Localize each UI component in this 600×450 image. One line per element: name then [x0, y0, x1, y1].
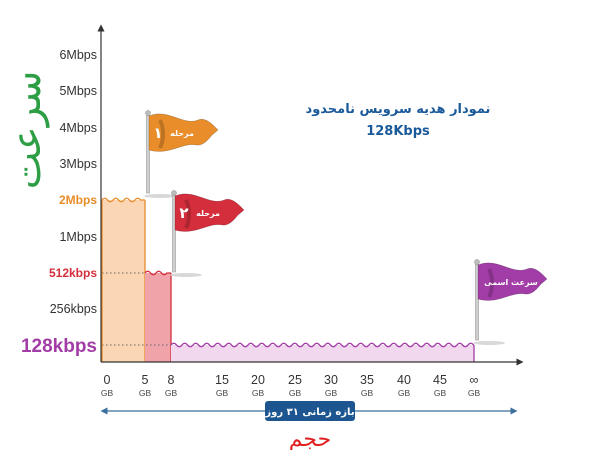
x-tick-label: 25: [288, 373, 302, 387]
x-tick-unit: GB: [398, 388, 411, 398]
x-tick-unit: GB: [101, 388, 114, 398]
y-axis-label: سرعت: [4, 71, 50, 190]
flag-label: مرحله: [170, 129, 194, 138]
x-tick-label: 35: [360, 373, 374, 387]
x-axis-label: حجم: [289, 427, 331, 450]
y-tick-label: 5Mbps: [59, 84, 97, 98]
x-tick-label: 45: [433, 373, 447, 387]
chart-title: نمودار هدیه سرویس نامحدود: [306, 102, 491, 117]
flag-number: ۲: [179, 204, 188, 222]
x-tick-label: 20: [251, 373, 265, 387]
speed-areas: [101, 197, 475, 362]
flag-label: مرحله: [196, 209, 220, 218]
y-tick-label: 128kbps: [21, 336, 97, 357]
period-box: [265, 401, 355, 421]
stage-flag: ۲ مرحله: [170, 190, 245, 277]
y-tick-label: 1Mbps: [59, 230, 97, 244]
x-tick-label: 8: [168, 373, 175, 387]
x-tick-unit: GB: [325, 388, 338, 398]
stage-flag: ۱ مرحله: [144, 110, 219, 198]
flag-number: ۱: [153, 124, 162, 142]
x-tick-label: 15: [215, 373, 229, 387]
x-tick-unit: GB: [139, 388, 152, 398]
stage-flag: سرعت اسمی: [473, 259, 548, 345]
x-tick-label: ∞: [470, 373, 479, 387]
chart-subtitle: 128Kbps: [366, 124, 430, 139]
x-tick-unit: GB: [289, 388, 302, 398]
x-tick-label: 30: [324, 373, 338, 387]
x-tick-label: 0: [104, 373, 111, 387]
speed-segment: [101, 197, 146, 362]
x-tick-unit: GB: [252, 388, 265, 398]
x-tick-unit: GB: [468, 388, 481, 398]
y-tick-label: 512kbps: [49, 266, 97, 280]
period-label: بازه زمانی ۳۱ روز: [264, 407, 354, 418]
y-ticks: 128kbps 256kbps 512kbps 1Mbps 2Mbps 3Mbps 4Mbp…: [21, 48, 97, 357]
y-tick-label: 4Mbps: [59, 121, 97, 135]
speed-segment: [102, 342, 475, 362]
x-tick-unit: GB: [361, 388, 374, 398]
flag-label: سرعت اسمی: [484, 278, 538, 287]
speed-segment: [102, 270, 172, 362]
y-tick-label: 3Mbps: [59, 157, 97, 171]
x-tick-label: 40: [397, 373, 411, 387]
x-tick-label: 5: [142, 373, 149, 387]
y-tick-label: 256kbps: [50, 302, 97, 316]
x-tick-unit: GB: [165, 388, 178, 398]
y-tick-label: 6Mbps: [59, 48, 97, 62]
y-tick-label: 2Mbps: [59, 193, 97, 207]
x-tick-unit: GB: [434, 388, 447, 398]
x-tick-unit: GB: [216, 388, 229, 398]
stage-flags: ۱ مرحله ۲ مرحله سرعت اسمی: [144, 110, 548, 345]
